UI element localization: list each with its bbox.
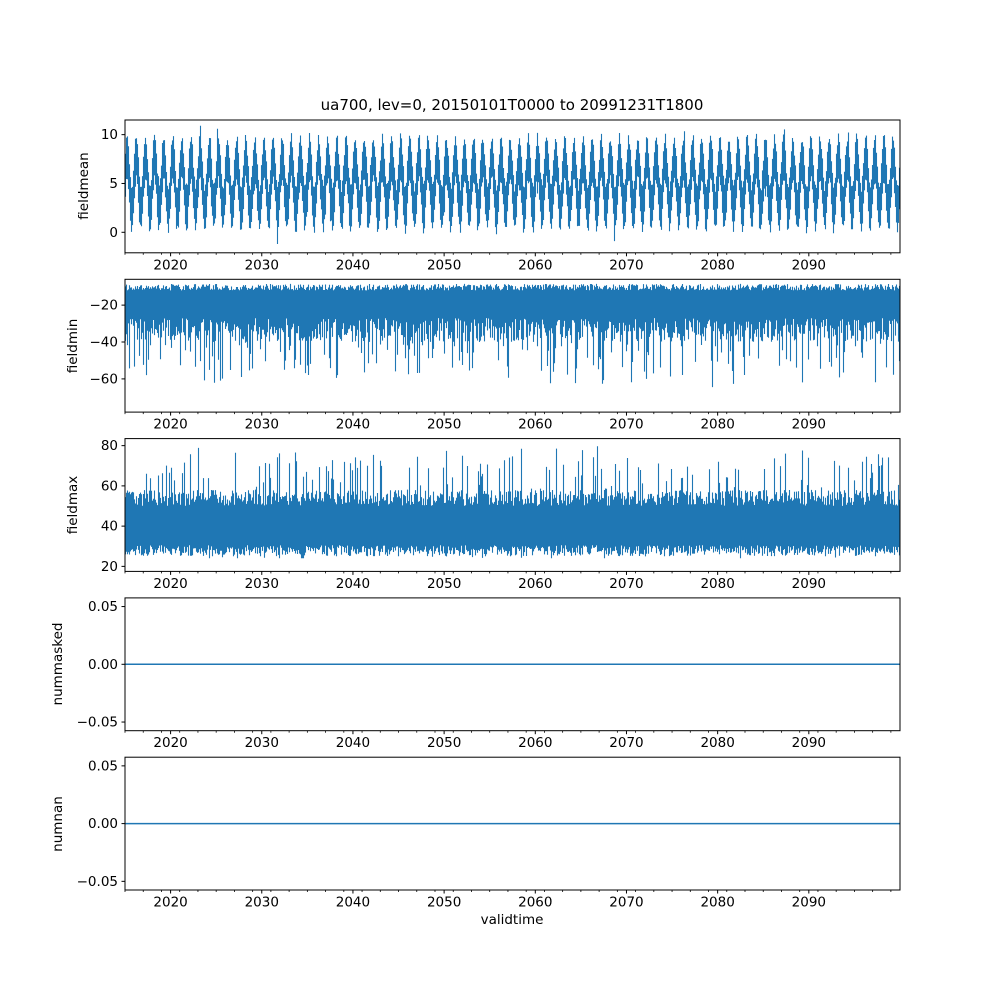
y-tick-label: 20 [101, 559, 118, 575]
y-tick-label: 10 [101, 127, 118, 143]
axes-frame [124, 278, 901, 413]
x-tick-label: 2050 [427, 257, 461, 273]
x-tick-label: 2050 [427, 735, 461, 751]
x-tick-label: 2070 [609, 417, 643, 433]
y-tick-label: −60 [90, 371, 119, 387]
y-tick-label: −20 [90, 298, 119, 314]
y-tick-label: 80 [101, 438, 118, 454]
x-tick-label: 2020 [153, 576, 187, 592]
y-tick-label: −0.05 [77, 715, 118, 731]
x-tick-label: 2020 [153, 417, 187, 433]
y-tick-label: 40 [101, 519, 118, 535]
y-tick-label: 0 [109, 225, 118, 241]
x-tick-label: 2040 [336, 576, 370, 592]
x-tick-label: 2080 [700, 417, 734, 433]
subplot-numnan: 2020 2030 2040 2050 2060 2070 2080 2090 −0.05 0.0… [77, 756, 901, 911]
y-tick-label: 0.05 [88, 758, 118, 774]
x-tick-label: 2060 [518, 735, 552, 751]
x-tick-label: 2060 [518, 417, 552, 433]
subplot-fieldmin: 2020 2030 2040 2050 2060 2070 2080 2090 −60 −40 −2… [90, 278, 901, 433]
x-tick-label: 2070 [609, 576, 643, 592]
x-tick-label: 2080 [700, 895, 734, 911]
x-tick-label: 2050 [427, 576, 461, 592]
x-tick-label: 2030 [245, 735, 279, 751]
x-tick-label: 2030 [245, 417, 279, 433]
chart-title: ua700, lev=0, 20150101T0000 to 20991231T… [320, 96, 704, 114]
x-tick-label: 2030 [245, 257, 279, 273]
series-fieldmin [125, 283, 900, 388]
x-tick-label: 2090 [792, 257, 826, 273]
y-tick-label: −0.05 [77, 874, 118, 890]
x-tick-label: 2080 [700, 257, 734, 273]
ylabel-fieldmax: fieldmax [65, 475, 81, 535]
x-tick-label: 2040 [336, 735, 370, 751]
x-tick-label: 2040 [336, 895, 370, 911]
x-tick-label: 2070 [609, 895, 643, 911]
x-tick-label: 2060 [518, 576, 552, 592]
y-tick-label: 0.05 [88, 599, 118, 615]
y-tick-label: 5 [109, 176, 118, 192]
x-tick-label: 2090 [792, 895, 826, 911]
series-fieldmax [125, 446, 900, 559]
x-axis-label: validtime [480, 912, 544, 928]
ylabel-fieldmean: fieldmean [76, 152, 92, 220]
series-fieldmean [125, 125, 900, 244]
axes-frame [124, 119, 901, 254]
subplot-fieldmean: 2020 2030 2040 2050 2060 2070 2080 2090 0 5 10 [101, 119, 901, 273]
ylabel-fieldmin: fieldmin [65, 318, 81, 374]
subplot-nummasked: 2020 2030 2040 2050 2060 2070 2080 2090 −0.05 0.0… [77, 597, 901, 751]
x-tick-label: 2030 [245, 895, 279, 911]
ylabel-numnan: numnan [50, 796, 66, 852]
x-tick-label: 2080 [700, 576, 734, 592]
x-tick-label: 2080 [700, 735, 734, 751]
x-tick-label: 2060 [518, 895, 552, 911]
x-tick-label: 2090 [792, 417, 826, 433]
ylabel-nummasked: nummasked [50, 622, 66, 706]
x-tick-label: 2090 [792, 735, 826, 751]
axes-frame [124, 438, 901, 572]
x-tick-label: 2030 [245, 576, 279, 592]
y-tick-label: −40 [90, 335, 119, 351]
x-tick-label: 2070 [609, 257, 643, 273]
x-tick-label: 2020 [153, 895, 187, 911]
x-tick-label: 2020 [153, 735, 187, 751]
x-tick-label: 2090 [792, 576, 826, 592]
x-tick-label: 2040 [336, 257, 370, 273]
x-tick-label: 2050 [427, 895, 461, 911]
y-tick-label: 60 [101, 478, 118, 494]
y-tick-label: 0.00 [88, 816, 118, 832]
y-tick-label: 0.00 [88, 657, 118, 673]
x-tick-label: 2060 [518, 257, 552, 273]
x-tick-label: 2070 [609, 735, 643, 751]
x-tick-label: 2050 [427, 417, 461, 433]
x-tick-label: 2020 [153, 257, 187, 273]
x-tick-label: 2040 [336, 417, 370, 433]
